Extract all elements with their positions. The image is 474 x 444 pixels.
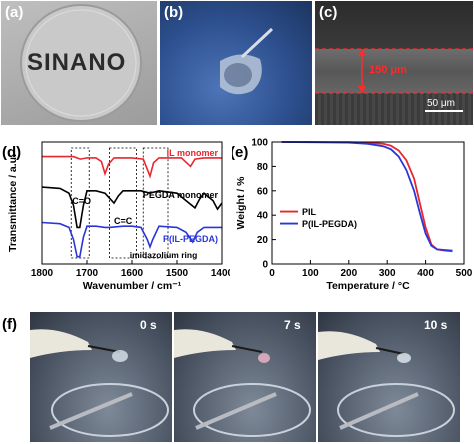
- y-tick-label: 20: [257, 235, 269, 246]
- panel-label-c: (c): [319, 4, 338, 21]
- x-axis-label: Temperature / °C: [326, 280, 410, 292]
- y-tick-label: 40: [257, 211, 269, 222]
- sem-film-layer: [315, 49, 473, 93]
- x-tick-label: 1400: [211, 268, 230, 279]
- y-tick-label: 100: [251, 138, 268, 149]
- film-disc: [20, 4, 142, 122]
- time-label-3: 10 s: [424, 318, 448, 332]
- panel-d-ftir: 1800 1700 1600 1500 1400 Wavenumber / cm⁻¹ Tra…: [0, 134, 230, 306]
- annotation-label: C=O: [72, 196, 91, 206]
- series-line: [41, 186, 223, 229]
- panel-label-d: (d): [2, 144, 22, 161]
- series-label: P(IL-PEGDA): [163, 234, 218, 244]
- annotation-label: imidazolium ring: [130, 250, 198, 260]
- series-line: [281, 141, 453, 252]
- sem-top-region: [315, 1, 473, 49]
- legend-label: P(IL-PEGDA): [302, 219, 357, 229]
- ftir-chart: 1800 1700 1600 1500 1400 Wavenumber / cm⁻¹ Tra…: [7, 141, 230, 292]
- y-tick-label: 80: [257, 162, 269, 173]
- annotation-box: [142, 147, 169, 259]
- y-axis-label: Weight / %: [235, 176, 247, 230]
- droplets: [112, 350, 411, 363]
- annotation-box: [109, 147, 137, 259]
- scale-bar-label: 50 μm: [427, 98, 455, 109]
- panel-f-photos: (f) 0 s 7 s 10 s: [0, 310, 474, 444]
- thickness-label: 150 μm: [369, 64, 407, 76]
- x-tick-label: 1700: [76, 268, 99, 279]
- x-axis-label: Wavenumber / cm⁻¹: [83, 280, 182, 292]
- plot-frame: [271, 141, 465, 265]
- panel-label-f: (f): [2, 316, 17, 333]
- photo-details: [30, 329, 455, 437]
- y-tick-label: 0: [262, 260, 268, 271]
- panel-a-photo: SINANO (a): [1, 1, 157, 125]
- x-tick-label: 1500: [166, 268, 189, 279]
- x-tick-label: 300: [379, 268, 396, 279]
- panel-label-a: (a): [5, 4, 24, 21]
- legend-label: PIL: [302, 207, 317, 217]
- x-tick-label: 100: [302, 268, 319, 279]
- sem-substrate: [315, 93, 473, 125]
- x-tick-label: 200: [340, 268, 357, 279]
- gloved-hands: [30, 329, 380, 360]
- y-tick-label: 60: [257, 186, 269, 197]
- thickness-marker: [315, 48, 473, 112]
- time-label-1: 0 s: [140, 318, 157, 332]
- panel-e-tga: 0 100 200 300 400 500 0 20 40 60 80 100 Temperature …: [232, 134, 474, 306]
- x-tick-label: 500: [456, 268, 473, 279]
- petri-dishes: [51, 383, 455, 437]
- x-tick-label: 400: [417, 268, 434, 279]
- panel-label-b: (b): [164, 4, 184, 21]
- series-label: IL monomer: [167, 148, 219, 158]
- x-tick-label: 1800: [31, 268, 54, 279]
- panel-label-e: (e): [232, 144, 249, 161]
- x-tick-label: 0: [269, 268, 275, 279]
- panel-b-photo: (b): [160, 1, 312, 125]
- rolled-film: [220, 27, 274, 95]
- tga-chart: 0 100 200 300 400 500 0 20 40 60 80 100 Temperature …: [235, 138, 473, 293]
- annotation-box: [70, 147, 90, 259]
- x-tick-label: 1600: [121, 268, 144, 279]
- time-label-2: 7 s: [284, 318, 301, 332]
- sample-text: SINANO: [27, 49, 127, 76]
- y-axis-label: Transmittance / a.u.: [7, 154, 19, 252]
- series-line: [42, 155, 222, 179]
- tweezers: [49, 345, 419, 430]
- series-label: PEGDA monomer: [143, 190, 219, 200]
- annotation-label: C=C: [114, 216, 133, 226]
- series-line: [41, 221, 222, 258]
- panel-c-sem: 150 μm 50 μm (c): [315, 1, 473, 125]
